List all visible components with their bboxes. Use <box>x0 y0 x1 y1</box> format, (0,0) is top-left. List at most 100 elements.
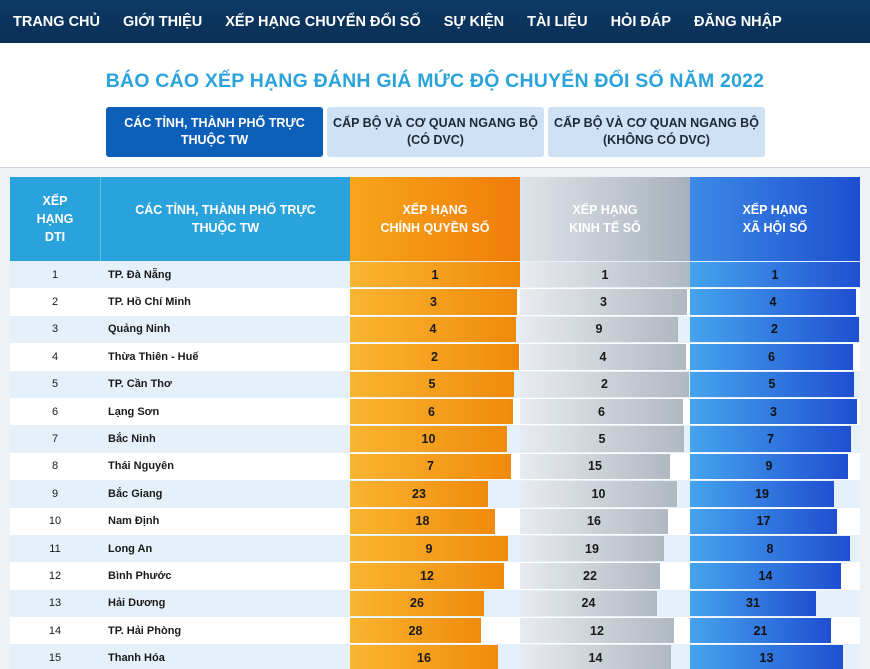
digital-government-bar: 9 <box>350 535 508 562</box>
digital-society-bar-value: 6 <box>768 349 775 364</box>
table-row: 5 TP. Cần Thơ 5 2 5 <box>10 370 860 398</box>
row-rank: 3 <box>51 323 59 336</box>
digital-society-bar-value: 1 <box>771 267 779 282</box>
digital-society-bar: 19 <box>690 481 834 507</box>
digital-economy-cell: 10 <box>520 480 690 507</box>
tab-provinces[interactable]: CÁC TỈNH, THÀNH PHỐ TRỰC THUỘC TW <box>106 107 323 157</box>
digital-society-bar-value: 14 <box>758 568 773 583</box>
digital-economy-bar-value: 9 <box>595 322 603 337</box>
digital-economy-cell: 4 <box>520 343 690 370</box>
table-row: 6 Lạng Sơn 6 6 3 <box>10 397 860 426</box>
digital-government-cell: 28 <box>350 617 520 644</box>
digital-economy-bar: 2 <box>520 371 689 397</box>
table-header: XẾP HẠNG DTI CÁC TỈNH, THÀNH PHỐ TRỰC TH… <box>10 177 860 261</box>
digital-government-bar-value: 1 <box>431 267 439 282</box>
table-row: 4 Thừa Thiên - Huế 2 4 6 <box>10 343 860 371</box>
digital-government-bar-value: 3 <box>430 295 437 310</box>
row-rank: 1 <box>51 268 59 281</box>
ranking-table: XẾP HẠNG DTI CÁC TỈNH, THÀNH PHỐ TRỰC TH… <box>0 167 870 669</box>
digital-economy-cell: 3 <box>520 288 690 315</box>
digital-economy-bar-value: 3 <box>600 295 607 310</box>
digital-economy-bar: 15 <box>520 453 670 480</box>
digital-economy-cell: 19 <box>520 535 690 562</box>
digital-economy-bar: 9 <box>520 316 678 343</box>
digital-economy-bar-value: 22 <box>583 568 597 583</box>
digital-government-cell: 9 <box>350 535 520 562</box>
digital-society-bar: 8 <box>690 535 850 562</box>
digital-government-bar-value: 9 <box>425 541 433 556</box>
nav-ranking[interactable]: XẾP HẠNG CHUYỂN ĐỔI SỐ <box>225 13 421 30</box>
digital-society-bar-value: 17 <box>756 514 771 529</box>
digital-society-cell: 14 <box>690 562 860 589</box>
digital-society-bar: 14 <box>690 563 841 589</box>
digital-government-cell: 7 <box>350 453 520 480</box>
digital-society-cell: 21 <box>690 617 860 644</box>
tab-ministries-no-dvc[interactable]: CẤP BỘ VÀ CƠ QUAN NGANG BỘ (KHÔNG CÓ DVC… <box>548 107 765 157</box>
digital-government-cell: 18 <box>350 508 520 535</box>
digital-economy-bar: 16 <box>520 508 668 534</box>
digital-economy-cell: 14 <box>520 644 690 669</box>
digital-government-cell: 6 <box>350 398 520 425</box>
digital-society-cell: 19 <box>690 480 860 507</box>
digital-society-bar-value: 21 <box>753 623 768 638</box>
digital-society-bar: 6 <box>690 344 853 370</box>
digital-economy-bar: 6 <box>520 398 683 425</box>
table-row: 3 Quảng Ninh 4 9 2 <box>10 315 860 344</box>
row-rank: 4 <box>51 350 59 363</box>
row-rank: 7 <box>51 433 59 446</box>
digital-economy-bar-value: 6 <box>598 404 605 419</box>
digital-economy-bar-value: 5 <box>598 432 606 447</box>
digital-government-bar: 1 <box>350 262 520 288</box>
header-rank: XẾP HẠNG DTI <box>10 177 100 261</box>
digital-government-bar-value: 6 <box>428 404 435 419</box>
digital-economy-cell: 5 <box>520 425 690 452</box>
nav-login[interactable]: ĐĂNG NHẬP <box>693 13 782 30</box>
digital-society-bar: 13 <box>690 645 843 669</box>
digital-economy-bar: 3 <box>520 289 687 315</box>
row-province-name: TP. Hải Phòng <box>108 624 182 637</box>
row-province-name: Bình Phước <box>108 569 172 582</box>
table-row: 1 TP. Đà Nẵng 1 1 1 <box>10 261 860 289</box>
row-province-name: Bắc Ninh <box>108 433 156 446</box>
digital-government-bar-value: 4 <box>429 322 437 337</box>
digital-society-bar: 5 <box>690 371 854 397</box>
row-rank: 10 <box>48 515 62 528</box>
table-row: 15 Thanh Hóa 16 14 13 <box>10 644 860 669</box>
digital-economy-bar-value: 14 <box>588 651 603 666</box>
row-province-name: Thanh Hóa <box>108 652 165 665</box>
row-rank: 8 <box>51 460 59 473</box>
tab-ministries-dvc[interactable]: CẤP BỘ VÀ CƠ QUAN NGANG BỘ (CÓ DVC) <box>327 107 544 157</box>
table-row: 11 Long An 9 19 8 <box>10 534 860 563</box>
page-title: BÁO CÁO XẾP HẠNG ĐÁNH GIÁ MỨC ĐỘ CHUYỂN … <box>105 70 765 92</box>
digital-government-bar: 3 <box>350 289 517 315</box>
table-row: 9 Bắc Giang 23 10 19 <box>10 480 860 508</box>
nav-about[interactable]: GIỚI THIỆU <box>123 13 203 30</box>
nav-faq[interactable]: HỎI ĐÁP <box>610 13 671 30</box>
digital-society-cell: 3 <box>690 398 860 425</box>
digital-society-bar-value: 2 <box>771 322 778 337</box>
row-province-name: Lạng Sơn <box>108 405 160 418</box>
nav-documents[interactable]: TÀI LIỆU <box>527 13 588 30</box>
digital-society-cell: 9 <box>690 453 860 480</box>
digital-government-cell: 23 <box>350 480 520 507</box>
row-province-name: Hải Dương <box>108 597 166 610</box>
digital-economy-cell: 15 <box>520 453 690 480</box>
digital-government-bar: 10 <box>350 426 507 452</box>
digital-government-bar-value: 7 <box>427 459 434 474</box>
digital-society-bar-value: 19 <box>755 486 769 501</box>
digital-government-bar: 4 <box>350 316 516 343</box>
main-content: BÁO CÁO XẾP HẠNG ĐÁNH GIÁ MỨC ĐỘ CHUYỂN … <box>0 43 870 669</box>
row-rank: 6 <box>51 405 59 418</box>
digital-economy-cell: 24 <box>520 590 690 617</box>
digital-government-bar-value: 26 <box>410 596 424 611</box>
digital-society-bar-value: 31 <box>746 596 760 611</box>
digital-society-cell: 4 <box>690 288 860 315</box>
digital-economy-cell: 22 <box>520 562 690 589</box>
digital-economy-bar-value: 10 <box>591 486 606 501</box>
nav-home[interactable]: TRANG CHỦ <box>13 13 100 30</box>
digital-government-cell: 2 <box>350 343 520 370</box>
digital-society-bar: 7 <box>690 426 851 452</box>
nav-events[interactable]: SỰ KIỆN <box>443 13 505 30</box>
digital-economy-bar: 1 <box>520 262 690 288</box>
table-row: 2 TP. Hồ Chí Minh 3 3 4 <box>10 288 860 316</box>
